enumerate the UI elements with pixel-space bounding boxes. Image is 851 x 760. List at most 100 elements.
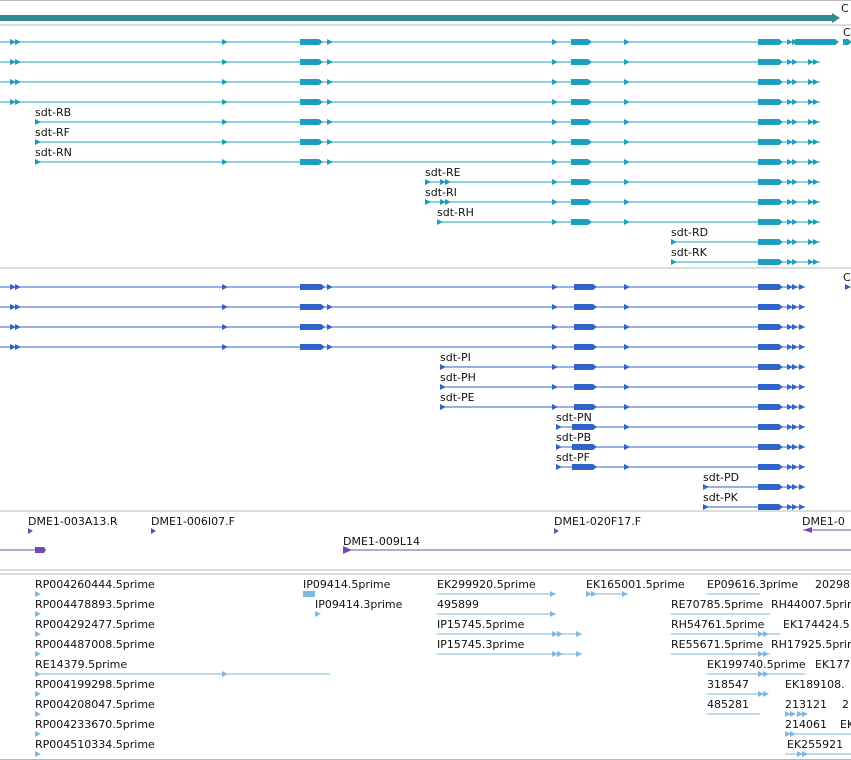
- clone-label[interactable]: DME1-020F17.F: [554, 515, 641, 528]
- arrow-exon-icon: [624, 179, 630, 185]
- arrow-exon-icon: [808, 259, 814, 265]
- arrow-exon-icon: [552, 304, 558, 310]
- est-label[interactable]: 318547: [707, 678, 749, 691]
- est-label[interactable]: EK189108.: [785, 678, 845, 691]
- transcript-label[interactable]: sdt-RK: [671, 246, 708, 259]
- arrow-exon-icon: [792, 159, 798, 165]
- est-label[interactable]: 2: [842, 698, 849, 711]
- arrow-exon-icon: [758, 504, 783, 510]
- est-label[interactable]: 214061: [785, 718, 827, 731]
- arrow-exon-icon: [787, 159, 793, 165]
- est-label[interactable]: RH44007.5prime: [771, 598, 851, 611]
- est-label[interactable]: EK165001.5prime: [586, 578, 685, 591]
- arrow-exon-icon: [792, 79, 798, 85]
- est-label[interactable]: EK199740.5prime: [707, 658, 806, 671]
- est-label[interactable]: RP004208047.5prime: [35, 698, 155, 711]
- est-label[interactable]: RE55671.5prime: [671, 638, 763, 651]
- est-label[interactable]: 202987: [815, 578, 851, 591]
- gene-label[interactable]: C: [841, 2, 849, 15]
- est-label[interactable]: RH54761.5prime: [671, 618, 765, 631]
- est-label[interactable]: RP004487008.5prime: [35, 638, 155, 651]
- transcript-label[interactable]: sdt-RB: [35, 106, 71, 119]
- est-label[interactable]: EK255921: [787, 738, 843, 751]
- arrow-exon-icon: [758, 159, 783, 165]
- clone-label[interactable]: DME1-006I07.F: [151, 515, 235, 528]
- est-label[interactable]: IP15745.5prime: [437, 618, 525, 631]
- transcript-label[interactable]: sdt-RF: [35, 126, 70, 139]
- est-block[interactable]: [303, 591, 315, 597]
- arrow-exon-icon: [552, 324, 558, 330]
- arrow-exon-icon: [222, 59, 228, 65]
- protein-label[interactable]: sdt-PE: [440, 391, 475, 404]
- protein-label[interactable]: sdt-PH: [440, 371, 476, 384]
- est-label[interactable]: EK174424.5: [783, 618, 850, 631]
- arrow-exon-icon: [813, 159, 819, 165]
- est-label[interactable]: IP15745.3prime: [437, 638, 525, 651]
- arrow-exon-icon: [792, 364, 798, 370]
- arrow-exon-icon: [572, 464, 597, 470]
- arrow-exon-icon: [591, 591, 597, 597]
- clone-label[interactable]: DME1-003A13.R: [28, 515, 118, 528]
- protein-label[interactable]: sdt-PI: [440, 351, 471, 364]
- protein-label[interactable]: sdt-PD: [703, 471, 739, 484]
- gene-span-bar[interactable]: [0, 15, 832, 21]
- arrow-exon-icon: [624, 119, 630, 125]
- arrow-exon-icon: [808, 179, 814, 185]
- arrow-exon-icon: [300, 139, 323, 145]
- est-label[interactable]: 485281: [707, 698, 749, 711]
- transcript-label[interactable]: sdt-RI: [425, 186, 457, 199]
- arrow-exon-icon: [758, 179, 783, 185]
- arrow-exon-icon: [222, 119, 228, 125]
- transcript-label[interactable]: sdt-RN: [35, 146, 72, 159]
- transcript-label[interactable]: sdt-RD: [671, 226, 708, 239]
- arrow-exon-icon: [787, 404, 793, 410]
- protein-label[interactable]: sdt-PB: [556, 431, 591, 444]
- arrow-exon-icon: [35, 651, 41, 657]
- est-label[interactable]: RE70785.5prime: [671, 598, 763, 611]
- protein-label[interactable]: sdt-PN: [556, 411, 592, 424]
- est-label[interactable]: RE14379.5prime: [35, 658, 127, 671]
- arrow-exon-icon: [813, 179, 819, 185]
- arrow-exon-icon: [758, 631, 764, 637]
- est-label[interactable]: RP004233670.5prime: [35, 718, 155, 731]
- protein-label[interactable]: sdt-PK: [703, 491, 739, 504]
- est-label[interactable]: EP09616.3prime: [707, 578, 798, 591]
- est-label[interactable]: 495899: [437, 598, 479, 611]
- est-label[interactable]: RP004260444.5prime: [35, 578, 155, 591]
- gene-label[interactable]: C: [843, 26, 851, 39]
- est-label[interactable]: RP004478893.5prime: [35, 598, 155, 611]
- arrow-exon-icon: [576, 651, 582, 657]
- est-label[interactable]: IP09414.5prime: [303, 578, 391, 591]
- est-label[interactable]: RH17925.5prime: [771, 638, 851, 651]
- arrow-exon-icon: [552, 139, 558, 145]
- arrow-exon-icon: [622, 591, 628, 597]
- arrow-exon-icon: [327, 99, 333, 105]
- arrow-exon-icon: [552, 284, 558, 290]
- arrow-exon-icon: [808, 99, 814, 105]
- arrow-exon-icon: [222, 284, 228, 290]
- est-label[interactable]: RP004292477.5prime: [35, 618, 155, 631]
- est-label[interactable]: RP004199298.5prime: [35, 678, 155, 691]
- est-label[interactable]: RP004510334.5prime: [35, 738, 155, 751]
- protein-label[interactable]: sdt-PF: [556, 451, 590, 464]
- arrow-exon-icon: [624, 284, 630, 290]
- arrow-exon-icon: [790, 731, 796, 737]
- est-label[interactable]: EK299920.5prime: [437, 578, 536, 591]
- arrow-exon-icon: [787, 484, 793, 490]
- est-label[interactable]: EK: [840, 718, 851, 731]
- clone-end-marker-icon: [554, 528, 559, 534]
- arrow-exon-icon: [327, 284, 333, 290]
- est-label[interactable]: 213121: [785, 698, 827, 711]
- transcript-label[interactable]: sdt-RH: [437, 206, 474, 219]
- arrow-exon-icon: [797, 711, 803, 717]
- arrow-exon-icon: [813, 139, 819, 145]
- arrow-exon-icon: [787, 304, 793, 310]
- clone-end-marker-icon: [35, 547, 46, 553]
- transcript-label[interactable]: sdt-RE: [425, 166, 461, 179]
- est-label[interactable]: EK177: [815, 658, 850, 671]
- arrow-exon-icon: [300, 344, 325, 350]
- clone-label[interactable]: DME1-0: [802, 515, 845, 528]
- gene-label[interactable]: C: [843, 271, 851, 284]
- clone-label[interactable]: DME1-009L14: [343, 535, 420, 548]
- est-label[interactable]: IP09414.3prime: [315, 598, 403, 611]
